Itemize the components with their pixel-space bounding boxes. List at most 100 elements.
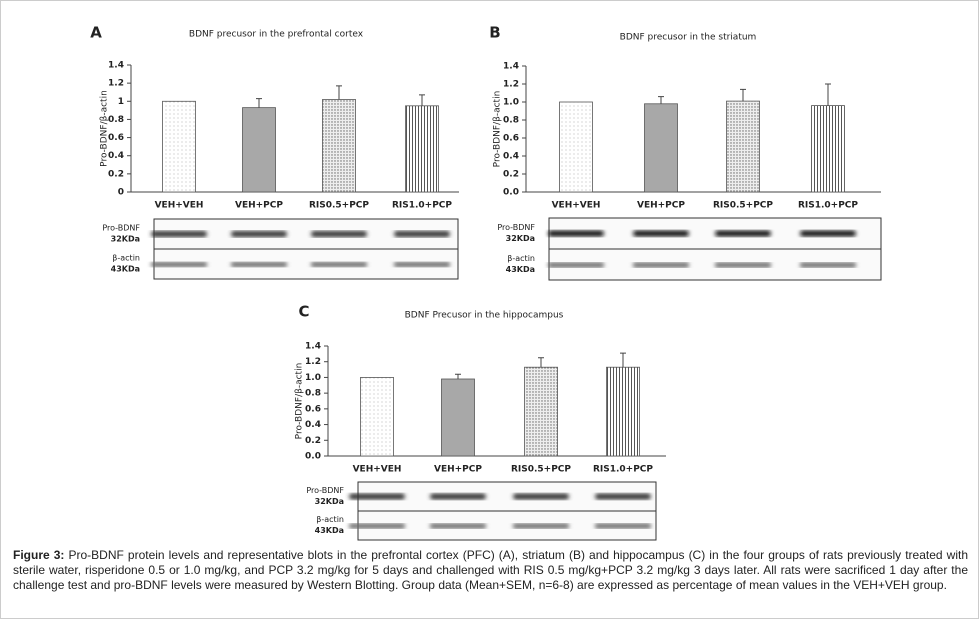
x-tick-label: VEH+VEH [552, 201, 601, 211]
blot-band [394, 262, 450, 267]
error-bar [419, 94, 425, 106]
chart-title: BDNF Precusor in the hippocampus [405, 311, 564, 321]
blot-band [311, 231, 367, 237]
caption: Figure 3: Pro-BDNF protein levels and re… [13, 548, 968, 593]
blot-label: β-actin [112, 254, 140, 263]
bar [162, 100, 196, 193]
y-tick-label: 1.4 [108, 61, 124, 71]
blot-band [151, 262, 207, 267]
panel-letter: B [489, 24, 500, 42]
x-tick-label: VEH+PCP [637, 201, 685, 211]
error-bar [336, 85, 342, 100]
x-tick-label: VEH+PCP [235, 201, 283, 211]
blot-band [633, 262, 689, 268]
blot-band [231, 231, 287, 237]
x-tick-label: RIS0.5+PCP [511, 465, 571, 475]
y-tick-label: 0.0 [503, 188, 519, 198]
blot-label: 32KDa [506, 234, 535, 243]
caption-label: Figure 3: [13, 548, 65, 562]
bar [441, 378, 475, 457]
y-tick-label: 0.8 [108, 115, 124, 125]
blot-band [513, 523, 569, 529]
blot-band [349, 523, 405, 529]
y-tick-label: 0 [118, 188, 124, 198]
error-bar [740, 88, 746, 102]
blot-label: 32KDa [111, 235, 140, 244]
y-axis-label: Pro-BDNF/β-actin [493, 91, 503, 168]
error-bar [455, 373, 461, 379]
x-tick-label: VEH+PCP [434, 465, 482, 475]
blot-label: Pro-BDNF [497, 223, 535, 232]
blot-label: Pro-BDNF [102, 224, 140, 233]
blot-band [715, 230, 771, 237]
chart-title: BDNF precusor in the striatum [620, 33, 757, 43]
blot-label: 43KDa [506, 265, 535, 274]
caption-text: Pro-BDNF protein levels and representati… [13, 548, 968, 592]
blot-band [430, 493, 486, 500]
blot-band [800, 262, 856, 268]
x-tick-label: RIS0.5+PCP [713, 201, 773, 211]
blot-band [231, 262, 287, 267]
x-tick-label: RIS1.0+PCP [798, 201, 858, 211]
bar [726, 100, 760, 193]
x-tick-label: RIS0.5+PCP [309, 201, 369, 211]
bar [811, 105, 845, 193]
blot-band [595, 523, 651, 529]
blot-band [595, 493, 651, 500]
bar [524, 366, 558, 457]
blot-band [394, 231, 450, 237]
y-tick-label: 0.4 [305, 420, 321, 430]
panel-letter: C [298, 303, 309, 321]
y-tick-label: 0.4 [108, 151, 124, 161]
error-bar [825, 83, 831, 106]
blot-band [548, 262, 604, 268]
blot-band [311, 262, 367, 267]
y-tick-label: 0.2 [108, 169, 124, 179]
bar [644, 103, 678, 193]
blot-label: 32KDa [315, 497, 344, 506]
blot-band [800, 230, 856, 237]
y-tick-label: 0.6 [503, 134, 519, 144]
blot-label: β-actin [316, 515, 344, 524]
y-tick-label: 0.6 [108, 133, 124, 143]
x-tick-label: VEH+VEH [353, 465, 402, 475]
y-tick-label: 1.2 [305, 357, 321, 367]
y-tick-label: 1.4 [305, 342, 321, 352]
blot-label: 43KDa [111, 265, 140, 274]
y-axis-label: Pro-BDNF/β-actin [295, 363, 305, 440]
bar [322, 99, 356, 193]
y-tick-label: 1.2 [503, 80, 519, 90]
blot-band [715, 262, 771, 268]
blot-band [633, 230, 689, 237]
blot-band [430, 523, 486, 529]
y-tick-label: 0.6 [305, 404, 321, 414]
blot-band [513, 493, 569, 500]
y-tick-label: 0.8 [503, 116, 519, 126]
charts: A BDNF precusor in the prefrontal cortex P… [90, 24, 882, 541]
y-tick-label: 1.2 [108, 79, 124, 89]
blot-band [151, 231, 207, 237]
blot-band [548, 230, 604, 237]
y-tick-label: 0.0 [305, 452, 321, 462]
x-tick-label: RIS1.0+PCP [392, 201, 452, 211]
y-tick-label: 1.0 [503, 98, 519, 108]
error-bar [538, 357, 544, 368]
y-axis-label: Pro-BDNF/β-actin [100, 90, 110, 167]
y-tick-label: 0.8 [305, 389, 321, 399]
bar [242, 107, 276, 193]
y-tick-label: 0.2 [305, 436, 321, 446]
y-tick-label: 1.0 [305, 373, 321, 383]
chart-title: BDNF precusor in the prefrontal cortex [189, 30, 364, 40]
x-tick-label: VEH+VEH [155, 201, 204, 211]
y-tick-label: 1.4 [503, 62, 519, 72]
error-bar [658, 96, 664, 104]
blot-label: 43KDa [315, 526, 344, 535]
y-tick-label: 0.4 [503, 152, 519, 162]
y-tick-label: 0.2 [503, 170, 519, 180]
blot-label: β-actin [507, 254, 535, 263]
bar [360, 377, 394, 457]
blot-band [349, 493, 405, 500]
panel-letter: A [90, 24, 102, 42]
bar [559, 101, 593, 193]
error-bar [256, 98, 262, 108]
